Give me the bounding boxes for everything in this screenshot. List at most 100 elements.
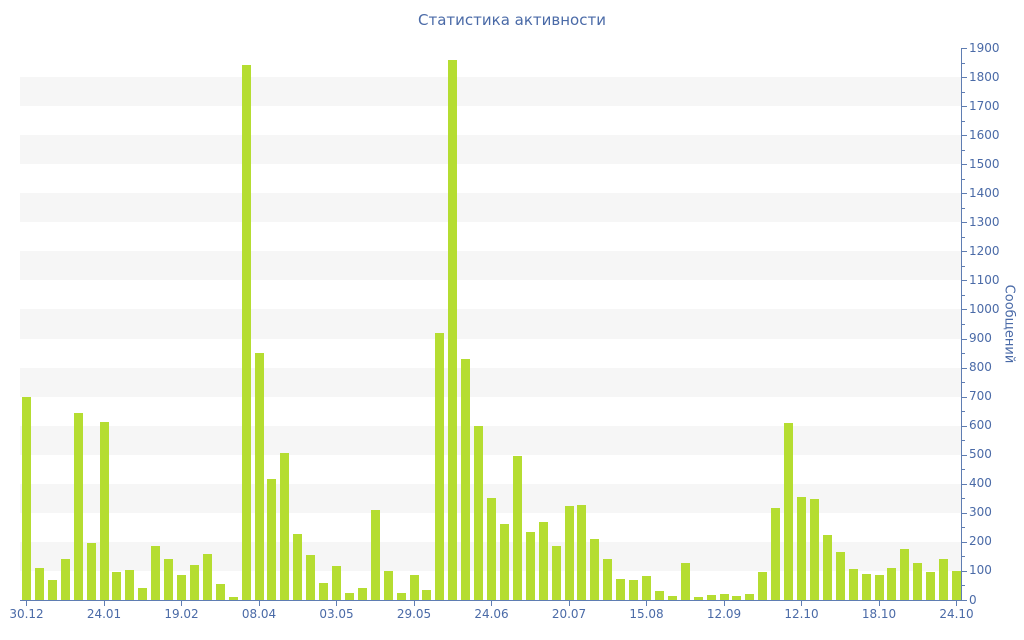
bar[interactable] bbox=[370, 510, 380, 600]
bar[interactable] bbox=[177, 575, 186, 600]
bar[interactable] bbox=[642, 576, 651, 600]
bar[interactable] bbox=[732, 596, 742, 600]
x-tick bbox=[336, 601, 337, 606]
bar[interactable] bbox=[745, 594, 755, 600]
bar[interactable] bbox=[138, 588, 148, 600]
y-major-tick bbox=[961, 48, 967, 49]
bar[interactable] bbox=[667, 596, 677, 600]
bar[interactable] bbox=[47, 580, 57, 600]
bar[interactable] bbox=[629, 580, 639, 600]
y-minor-tick bbox=[961, 265, 965, 267]
bar[interactable] bbox=[396, 593, 406, 600]
bar[interactable] bbox=[887, 568, 897, 600]
x-tick bbox=[568, 601, 570, 606]
y-axis-title: Сообщений bbox=[1001, 284, 1017, 364]
bar[interactable] bbox=[125, 570, 135, 600]
bar[interactable] bbox=[383, 571, 393, 600]
bar[interactable] bbox=[461, 359, 471, 600]
y-minor-tick bbox=[961, 411, 965, 413]
x-tick bbox=[878, 601, 880, 606]
bar[interactable] bbox=[241, 65, 251, 600]
bar[interactable] bbox=[60, 559, 70, 600]
bar[interactable] bbox=[202, 554, 212, 600]
bar[interactable] bbox=[409, 575, 419, 600]
bar[interactable] bbox=[926, 572, 936, 600]
bar[interactable] bbox=[809, 499, 819, 600]
x-tick bbox=[258, 601, 260, 606]
bar[interactable] bbox=[435, 333, 445, 600]
x-axis-line bbox=[20, 600, 962, 601]
y-tick-label: 1700 bbox=[969, 98, 1000, 113]
bar[interactable] bbox=[874, 575, 884, 600]
y-tick-label: 200 bbox=[969, 534, 992, 549]
bar[interactable] bbox=[332, 566, 341, 600]
bar[interactable] bbox=[151, 546, 161, 600]
bar[interactable] bbox=[706, 595, 716, 600]
bar[interactable] bbox=[474, 426, 484, 600]
x-tick bbox=[181, 601, 182, 606]
bar[interactable] bbox=[267, 479, 277, 600]
bar[interactable] bbox=[319, 583, 329, 600]
bar[interactable] bbox=[797, 497, 806, 600]
x-tick-label: 20.07 bbox=[551, 607, 587, 621]
bar[interactable] bbox=[512, 456, 522, 600]
bar[interactable] bbox=[73, 413, 83, 600]
bar[interactable] bbox=[344, 593, 354, 600]
bar[interactable] bbox=[616, 579, 626, 600]
bar[interactable] bbox=[719, 594, 729, 600]
bar[interactable] bbox=[538, 522, 548, 600]
bar[interactable] bbox=[228, 597, 238, 600]
x-tick-label: 08.04 bbox=[241, 607, 277, 621]
bar[interactable] bbox=[784, 423, 794, 600]
bar[interactable] bbox=[189, 565, 199, 600]
chart-title: Статистика активности bbox=[418, 11, 606, 29]
bar[interactable] bbox=[848, 569, 858, 600]
bar[interactable] bbox=[680, 563, 690, 600]
y-tick-label: 1900 bbox=[969, 40, 1000, 55]
bar[interactable] bbox=[939, 559, 949, 600]
bar[interactable] bbox=[551, 546, 561, 600]
bar[interactable] bbox=[293, 534, 303, 600]
y-major-tick bbox=[961, 251, 967, 253]
bar[interactable] bbox=[99, 422, 109, 600]
bar[interactable] bbox=[758, 572, 768, 600]
y-tick-label: 700 bbox=[969, 389, 992, 404]
bar[interactable] bbox=[861, 574, 871, 600]
bar[interactable] bbox=[164, 559, 174, 600]
bar[interactable] bbox=[487, 498, 496, 600]
y-minor-tick bbox=[961, 556, 965, 558]
bar[interactable] bbox=[564, 506, 574, 600]
bar[interactable] bbox=[577, 505, 587, 600]
bar[interactable] bbox=[254, 353, 264, 600]
y-major-tick bbox=[961, 483, 967, 485]
bar[interactable] bbox=[22, 397, 31, 600]
bar[interactable] bbox=[952, 571, 961, 600]
bar[interactable] bbox=[822, 535, 832, 600]
bar[interactable] bbox=[900, 549, 910, 600]
bar[interactable] bbox=[771, 508, 781, 600]
bar[interactable] bbox=[112, 572, 122, 600]
x-tick bbox=[801, 601, 802, 606]
bar[interactable] bbox=[499, 524, 509, 600]
bar[interactable] bbox=[693, 597, 703, 600]
bar[interactable] bbox=[280, 453, 290, 600]
bar[interactable] bbox=[525, 532, 535, 600]
bar[interactable] bbox=[590, 539, 600, 600]
y-minor-tick bbox=[961, 382, 965, 384]
y-major-tick bbox=[961, 164, 967, 166]
bar[interactable] bbox=[654, 591, 664, 600]
x-tick-label: 19.02 bbox=[164, 607, 199, 621]
bar[interactable] bbox=[357, 588, 367, 600]
bar[interactable] bbox=[913, 563, 923, 600]
bar[interactable] bbox=[835, 552, 845, 600]
plot-band bbox=[20, 309, 961, 339]
bar[interactable] bbox=[448, 60, 458, 600]
bar[interactable] bbox=[34, 568, 44, 600]
bar[interactable] bbox=[215, 584, 225, 600]
bar[interactable] bbox=[86, 543, 96, 600]
bar[interactable] bbox=[603, 559, 613, 600]
bar[interactable] bbox=[306, 555, 316, 600]
y-tick-label: 1100 bbox=[969, 272, 1000, 287]
bar[interactable] bbox=[422, 590, 432, 600]
y-major-tick bbox=[961, 396, 967, 398]
